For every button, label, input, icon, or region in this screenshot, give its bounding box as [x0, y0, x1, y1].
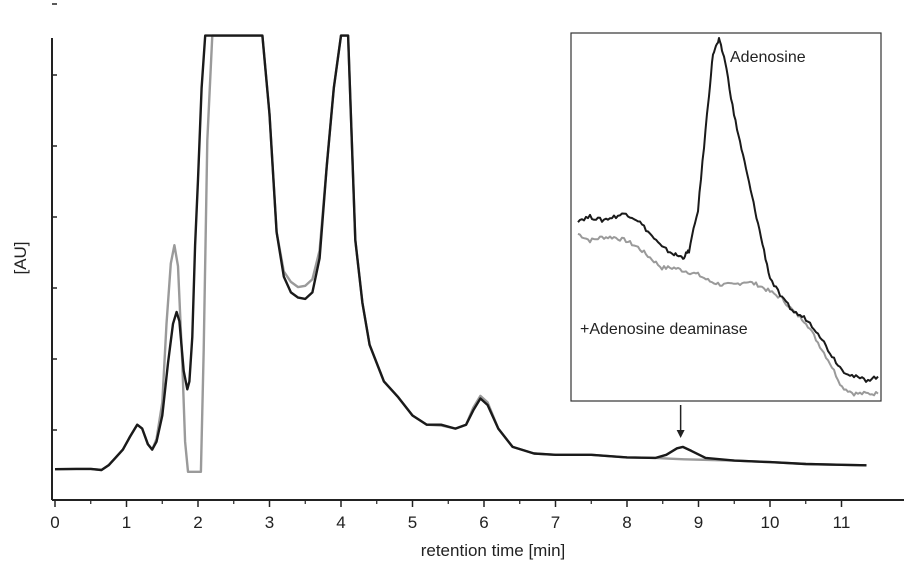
x-tick-label: 0 [50, 513, 59, 532]
series-line [54, 34, 867, 472]
inset-label-deaminase: +Adenosine deaminase [580, 321, 748, 338]
x-tick-label: 2 [193, 513, 202, 532]
inset-frame [570, 32, 882, 402]
x-tick-label: 1 [122, 513, 131, 532]
annotation-arrow [676, 405, 685, 438]
x-tick-label: 3 [265, 513, 274, 532]
y-axis-title: [AU] [11, 241, 30, 274]
x-tick-label: 10 [761, 513, 780, 532]
x-tick-label: 5 [408, 513, 417, 532]
x-axis-ticks [54, 500, 843, 507]
x-tick-label: 7 [551, 513, 560, 532]
x-tick-label: 8 [622, 513, 631, 532]
x-axis: 0 1 2 3 4 5 6 7 8 9 10 11 [50, 499, 904, 532]
x-tick-label: 4 [336, 513, 345, 532]
x-tick-label: 9 [694, 513, 703, 532]
inset: Adenosine +Adenosine deaminase [570, 32, 882, 402]
y-axis [51, 3, 57, 500]
arrow-head [676, 430, 685, 438]
inset-series [577, 37, 879, 397]
x-axis-title: retention time [min] [421, 541, 566, 560]
inset-series-line [577, 37, 879, 383]
x-axis-tick-labels: 0 1 2 3 4 5 6 7 8 9 10 11 [50, 513, 850, 532]
inset-series-line [577, 232, 879, 397]
inset-label-adenosine: Adenosine [730, 49, 806, 66]
x-tick-label: 11 [833, 513, 851, 532]
x-tick-label: 6 [479, 513, 488, 532]
y-axis-ticks [52, 3, 57, 431]
main-series [54, 34, 867, 473]
